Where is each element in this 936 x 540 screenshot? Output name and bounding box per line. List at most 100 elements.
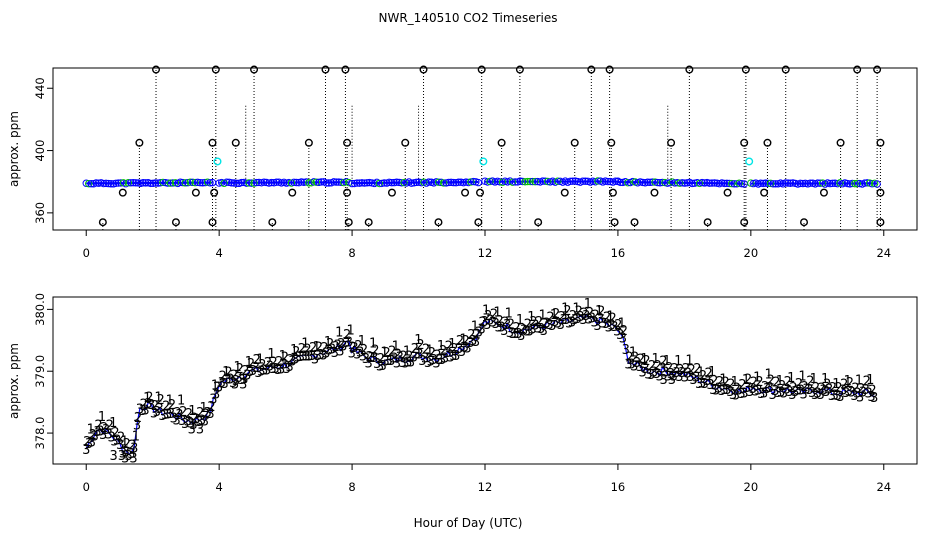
series-3-point: 3: [483, 318, 491, 333]
series-3-point: 3: [184, 415, 192, 430]
baseline-point: [104, 179, 113, 188]
series-3-point: 3: [557, 318, 565, 333]
top-x-tick-label: 4: [215, 246, 222, 260]
series-2-point: 2: [772, 375, 780, 390]
baseline-point: [397, 179, 406, 187]
series-3-point: 3: [754, 383, 762, 398]
series-3-point: 3: [664, 370, 672, 385]
series-3-point: 3: [201, 415, 209, 430]
baseline-point: [868, 179, 876, 188]
series-3-point: 3: [379, 359, 387, 374]
baseline-point: [92, 179, 100, 187]
baseline-point: [762, 179, 770, 187]
outlier-low-point: [364, 218, 373, 227]
small-low-point: [191, 188, 200, 197]
series-3-point: 3: [706, 378, 714, 393]
series-1-point: 1: [267, 347, 275, 362]
series-3-point: 3: [780, 386, 788, 401]
series-3-point: 3: [376, 359, 384, 374]
bottom-y-tick-label: 380.0: [33, 293, 47, 326]
series-1-point: 1: [629, 346, 637, 361]
baseline-point: [267, 178, 276, 187]
series-2-point: 2: [253, 353, 261, 368]
series-2-point: 2: [196, 406, 204, 421]
series-2-point: 2: [767, 374, 775, 389]
baseline-point: [242, 179, 251, 187]
series-3-point: 3: [430, 353, 438, 368]
series-2-point: 2: [332, 340, 340, 355]
series-3-point: 3: [630, 359, 638, 374]
baseline-point: [196, 178, 204, 187]
series-3-point: 3: [870, 391, 878, 406]
baseline-point: [87, 180, 95, 188]
series-3-point: 3: [805, 383, 813, 398]
baseline-point: [816, 179, 824, 187]
baseline-point: [390, 178, 398, 187]
series-2-point: 2: [495, 314, 503, 329]
series-3-point: 3: [150, 407, 158, 422]
baseline-point: [728, 179, 736, 188]
series-3-point: 3: [689, 373, 697, 388]
outlier-high-point: [341, 65, 350, 74]
baseline-point: [425, 178, 433, 186]
series-3-point: 3: [373, 357, 381, 372]
series-3-point: 3: [328, 343, 336, 358]
baseline-point: [337, 178, 345, 186]
baseline-point: [658, 178, 667, 187]
series-3-point: 3: [506, 326, 514, 341]
baseline-point: [725, 179, 734, 188]
baseline-point: [198, 179, 207, 187]
series-2-point: 2: [676, 363, 684, 378]
series-3-point: 3: [472, 335, 480, 350]
baseline-point: [385, 178, 393, 187]
series-3-point: 3: [819, 383, 827, 398]
series-3-point: 3: [350, 341, 358, 356]
x-axis-label: Hour of Day (UTC): [414, 516, 523, 530]
cyan-point: [479, 157, 488, 166]
baseline-point: [355, 179, 364, 187]
baseline-point: [252, 178, 261, 187]
series-3-point: 3: [777, 385, 785, 400]
series-3-point: 3: [774, 386, 782, 401]
series-3-point: 3: [170, 411, 178, 426]
series-2-point: 2: [128, 439, 136, 454]
series-3-point: 3: [317, 348, 325, 363]
series-3-point: 3: [729, 388, 737, 403]
outlier-mid-point: [231, 138, 240, 147]
series-3-point: 3: [311, 353, 319, 368]
baseline-point: [688, 179, 696, 188]
baseline-point: [518, 177, 527, 186]
bottom-x-tick-label: 20: [744, 480, 759, 494]
series-3-point: 3: [333, 338, 341, 353]
series-3-point: 3: [568, 315, 576, 330]
series-3-point: 3: [353, 347, 361, 362]
series-3-point: 3: [449, 349, 457, 364]
baseline-point: [663, 179, 672, 187]
series-3-point: 3: [794, 383, 802, 398]
series-3-point: 3: [622, 343, 630, 358]
baseline-point: [265, 179, 273, 187]
series-2-point: 2: [868, 384, 876, 399]
series-3-point: 3: [627, 358, 635, 373]
series-3-point: 3: [319, 349, 327, 364]
top-panel: approx. ppm 0 4 8 12 16 20 24 360 400 440: [7, 65, 918, 260]
baseline-point: [638, 178, 647, 187]
series-2-point: 2: [823, 377, 831, 392]
series-3-point: 3: [791, 385, 799, 400]
baseline-point: [554, 177, 562, 185]
series-1-point: 1: [256, 353, 264, 368]
series-2-point: 2: [755, 375, 763, 390]
series-3-point: 3: [305, 349, 313, 364]
baseline-point: [290, 178, 298, 187]
baseline-point: [317, 178, 326, 186]
baseline-point: [771, 180, 780, 188]
series-3-point: 3: [599, 316, 607, 331]
series-3-point: 3: [441, 351, 449, 366]
baseline-point: [759, 179, 767, 188]
series-3-point: 3: [283, 362, 291, 377]
baseline-point: [164, 179, 172, 187]
series-3-point: 3: [650, 365, 658, 380]
baseline-point: [310, 178, 318, 186]
series-1-point: 1: [572, 301, 580, 316]
top-x-tick-label: 0: [83, 246, 90, 260]
